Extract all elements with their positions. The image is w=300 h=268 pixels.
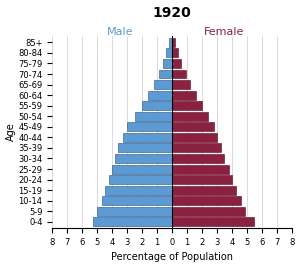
Text: Male: Male <box>106 27 133 37</box>
Bar <box>97 207 172 216</box>
Bar <box>163 59 172 68</box>
Bar <box>169 38 172 47</box>
Bar <box>166 49 172 57</box>
Bar <box>172 133 217 142</box>
Bar <box>105 186 172 195</box>
Bar <box>109 175 172 184</box>
Bar <box>172 154 224 163</box>
Bar <box>135 112 172 121</box>
Bar <box>102 196 172 205</box>
Bar <box>172 196 241 205</box>
Bar <box>118 143 172 152</box>
Bar <box>172 122 214 131</box>
Bar <box>172 49 178 57</box>
Bar <box>172 80 190 89</box>
Bar <box>172 69 185 79</box>
Bar <box>172 38 175 47</box>
Bar <box>172 59 181 68</box>
Bar <box>172 165 229 173</box>
Bar <box>148 91 172 100</box>
Bar <box>127 122 172 131</box>
Bar <box>93 217 172 226</box>
Text: Female: Female <box>204 27 244 37</box>
Bar <box>172 112 208 121</box>
X-axis label: Percentage of Population: Percentage of Population <box>111 252 233 262</box>
Bar <box>123 133 172 142</box>
Y-axis label: Age: Age <box>6 123 16 142</box>
Title: 1920: 1920 <box>153 6 191 20</box>
Bar <box>154 80 172 89</box>
Bar <box>172 101 202 110</box>
Bar <box>172 143 221 152</box>
Bar <box>172 186 236 195</box>
Bar <box>115 154 172 163</box>
Bar <box>172 217 254 226</box>
Bar <box>172 207 245 216</box>
Bar <box>112 165 172 173</box>
Bar <box>172 175 232 184</box>
Bar <box>159 69 172 79</box>
Bar <box>142 101 172 110</box>
Bar <box>172 91 196 100</box>
